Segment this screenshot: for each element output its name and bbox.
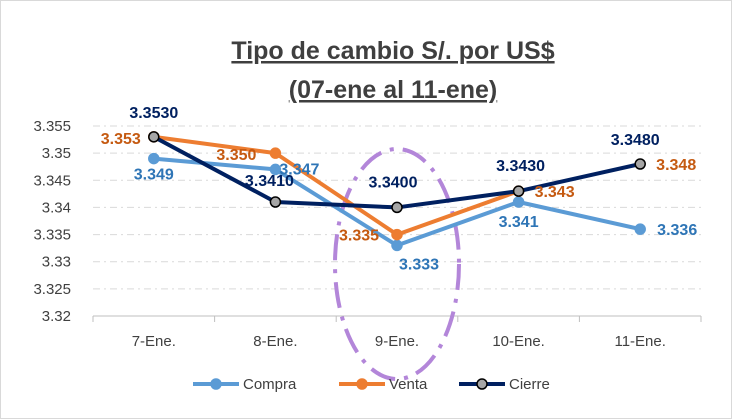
data-point-compra (512, 196, 525, 208)
x-tick-label: 9-Ene. (375, 333, 419, 350)
x-tick-label: 11-Ene. (614, 333, 665, 350)
data-label-venta: 3.353 (101, 131, 141, 148)
data-label-venta: 3.350 (216, 147, 256, 164)
grid-lines (92, 125, 702, 322)
y-axis-ticks: 3.32 3.325 3.33 3.335 3.34 3.345 3.35 3.355 (33, 118, 71, 325)
data-label-cierre: 3.3400 (369, 174, 418, 191)
legend: Compra Venta Cierre (193, 376, 550, 393)
data-point-cierre (391, 201, 403, 214)
x-axis-ticks: 7-Ene. 8-Ene. 9-Ene. 10-Ene. 11-Ene. (132, 333, 666, 350)
data-label-cierre: 3.3530 (129, 105, 178, 122)
x-tick-label: 7-Ene. (132, 333, 176, 350)
y-tick-label: 3.325 (33, 281, 71, 298)
data-point-venta (269, 147, 282, 159)
x-tick-label: 10-Ene. (492, 333, 545, 350)
data-label-compra: 3.341 (499, 214, 539, 231)
chart-title: Tipo de cambio S/. por US$ (231, 37, 554, 65)
y-tick-label: 3.335 (33, 227, 71, 244)
legend-marker-venta (356, 378, 368, 390)
data-label-cierre: 3.3430 (496, 158, 545, 175)
data-point-compra (269, 163, 282, 176)
data-label-cierre: 3.3410 (245, 173, 294, 190)
y-tick-label: 3.34 (42, 199, 71, 216)
data-label-compra: 3.333 (399, 256, 439, 273)
y-tick-label: 3.32 (42, 308, 71, 325)
data-label-venta: 3.343 (535, 184, 575, 201)
data-point-compra (634, 223, 646, 235)
data-label-compra: 3.349 (134, 167, 174, 184)
y-tick-label: 3.35 (42, 145, 71, 162)
data-label-layer: 3.349 3.347 3.333 3.341 3.336 3.353 3.350 3.335… (101, 105, 698, 274)
data-point-compra (148, 152, 160, 165)
data-point-cierre (634, 158, 646, 170)
data-point-venta (391, 228, 403, 241)
highlight-layer (333, 147, 461, 381)
series-layer (148, 131, 646, 252)
legend-marker-cierre (476, 378, 488, 390)
y-tick-label: 3.355 (33, 118, 71, 135)
series-line-venta (153, 134, 520, 237)
chart-subtitle: (07-ene al 11-ene) (289, 76, 497, 104)
data-label-compra: 3.347 (279, 161, 319, 178)
y-tick-label: 3.345 (33, 172, 71, 189)
y-tick-label: 3.33 (42, 254, 71, 271)
legend-marker-compra (210, 378, 222, 390)
legend-label-cierre: Cierre (509, 376, 550, 393)
data-point-compra (391, 239, 403, 252)
data-label-venta: 3.348 (656, 157, 696, 174)
data-point-cierre (512, 185, 525, 197)
legend-label-compra: Compra (243, 376, 297, 393)
data-label-compra: 3.336 (657, 222, 697, 239)
data-label-venta: 3.335 (339, 228, 379, 245)
data-point-cierre (148, 131, 160, 143)
data-point-cierre (269, 196, 282, 208)
highlight-ellipse (333, 147, 461, 381)
data-label-cierre: 3.3480 (611, 132, 660, 149)
x-tick-label: 8-Ene. (253, 333, 297, 350)
legend-label-venta: Venta (389, 376, 428, 393)
